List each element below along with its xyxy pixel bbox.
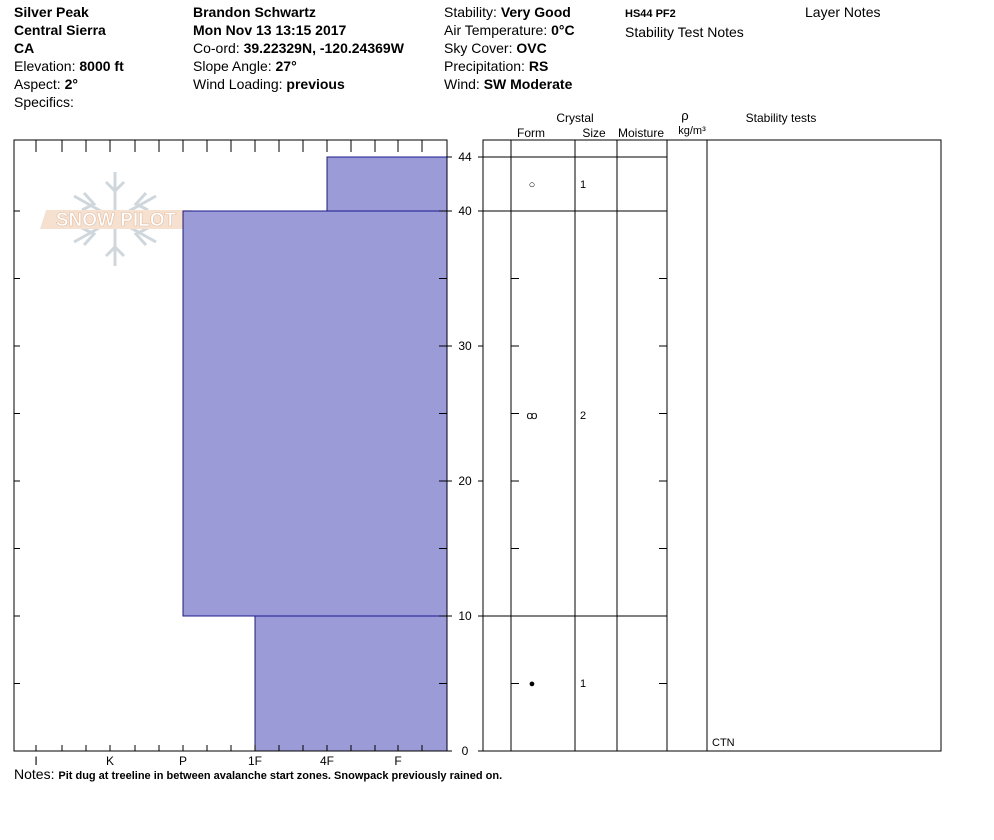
stability-value: Very Good [500, 4, 571, 20]
grain-size-value: 1 [580, 678, 586, 690]
stability-tests-header: Stability tests [746, 111, 817, 125]
hardness-layers [182, 156, 448, 752]
hardness-tick-label: P [179, 754, 187, 768]
rho-header: ρ [681, 108, 688, 123]
hardness-layer-bar [254, 615, 448, 752]
layer-boundaries [483, 156, 667, 617]
stability-test-notes-label: Stability Test Notes [625, 24, 744, 40]
region-name: Central Sierra [14, 22, 106, 38]
aspect-label: Aspect: [14, 76, 61, 92]
depth-label-bg [452, 150, 478, 164]
aspect-value: 2° [64, 76, 78, 92]
coord-value: 39.22329N, -120.24369W [243, 40, 404, 56]
conditions-block: Stability: Very Good Air Temperature: 0°… [444, 3, 575, 93]
air-temp-value: 0°C [551, 22, 575, 38]
slope-value: 27° [275, 58, 297, 74]
stability-label: Stability: [444, 4, 497, 20]
observer-name: Brandon Schwartz [193, 4, 316, 20]
stability-test-label: CTN [712, 737, 735, 749]
slope-label: Slope Angle: [193, 58, 272, 74]
depth-label-bg [452, 339, 478, 353]
wind-loading-label: Wind Loading: [193, 76, 283, 92]
size-header: Size [582, 126, 606, 140]
elevation-value: 8000 ft [79, 58, 124, 74]
air-temp-label: Air Temperature: [444, 22, 548, 38]
depth-label-bg [452, 609, 478, 623]
hardness-tick-label: K [106, 754, 114, 768]
hardness-tick-label: 4F [320, 754, 334, 768]
hardness-tick-label: 1F [248, 754, 262, 768]
depth-tick-label: 44 [458, 150, 472, 164]
depth-tick-label: 20 [458, 474, 472, 488]
wind-loading-value: previous [286, 76, 345, 92]
grain-form-symbol: ○ [529, 179, 536, 191]
depth-axis: 0 10 20 30 40 44 [14, 150, 483, 758]
hardness-tick-label: F [394, 754, 401, 768]
snowpilot-wordmark: SNOW PILOT [56, 210, 177, 231]
depth-tick-label: 40 [458, 204, 472, 218]
coord-label: Co-ord: [193, 40, 240, 56]
elevation-label: Elevation: [14, 58, 76, 74]
grain-size-value: 2 [580, 410, 586, 422]
notes-label: Notes: [14, 766, 55, 782]
hs-code: HS44 PF2 [625, 8, 676, 20]
grain-form-symbol: ꝏ [526, 410, 537, 422]
location-name: Silver Peak [14, 4, 89, 20]
density-unit-header: kg/m³ [678, 125, 706, 137]
snow-profile-chart: SNOW PILOT I K P 1F 4F F 0 10 20 30 40 44 ○ 1 ꝏ 2 ● 1 C… [13, 108, 942, 768]
form-header: Form [517, 126, 545, 140]
observer-block: Brandon Schwartz Mon Nov 13 13:15 2017 C… [193, 3, 404, 93]
grain-size-value: 1 [580, 179, 586, 191]
sky-label: Sky Cover: [444, 40, 513, 56]
hardness-tick-label: I [34, 754, 37, 768]
wind-value: SW Moderate [483, 76, 573, 92]
hardness-layer-bar [182, 210, 448, 617]
hardness-axis: I K P 1F 4F F [13, 140, 448, 768]
layer-table-frame [482, 139, 942, 752]
depth-label-bg [452, 744, 478, 758]
state-name: CA [14, 40, 35, 56]
layer-notes-label: Layer Notes [805, 4, 881, 20]
notes-line: Notes: Pit dug at treeline in between av… [14, 766, 502, 782]
depth-label-bg [452, 204, 478, 218]
test-notes-block: HS44 PF2 Stability Test Notes [625, 3, 744, 41]
depth-label-bg [452, 474, 478, 488]
layer-notes-block: Layer Notes [805, 3, 880, 21]
hardness-layer-bar [326, 156, 448, 212]
precip-label: Precipitation: [444, 58, 525, 74]
depth-tick-label: 30 [458, 339, 472, 353]
crystal-header: Crystal [556, 111, 593, 125]
observation-datetime: Mon Nov 13 13:15 2017 [193, 22, 347, 38]
moisture-header: Moisture [618, 126, 664, 140]
snowpilot-logo: SNOW PILOT [40, 172, 192, 266]
specifics-label: Specifics: [14, 94, 74, 110]
wind-label: Wind: [444, 76, 480, 92]
layer-cells: ○ 1 ꝏ 2 ● 1 [526, 179, 586, 690]
grain-form-symbol: ● [529, 678, 536, 690]
depth-tick-label: 10 [458, 609, 472, 623]
precip-value: RS [528, 58, 549, 74]
stability-test-marks: CTN [712, 737, 735, 749]
sky-value: OVC [516, 40, 547, 56]
table-ticks [511, 210, 667, 684]
depth-tick-label: 0 [462, 744, 469, 758]
location-block: Silver Peak Central Sierra CA Elevation:… [14, 3, 124, 111]
notes-text: Pit dug at treeline in between avalanche… [58, 770, 503, 782]
